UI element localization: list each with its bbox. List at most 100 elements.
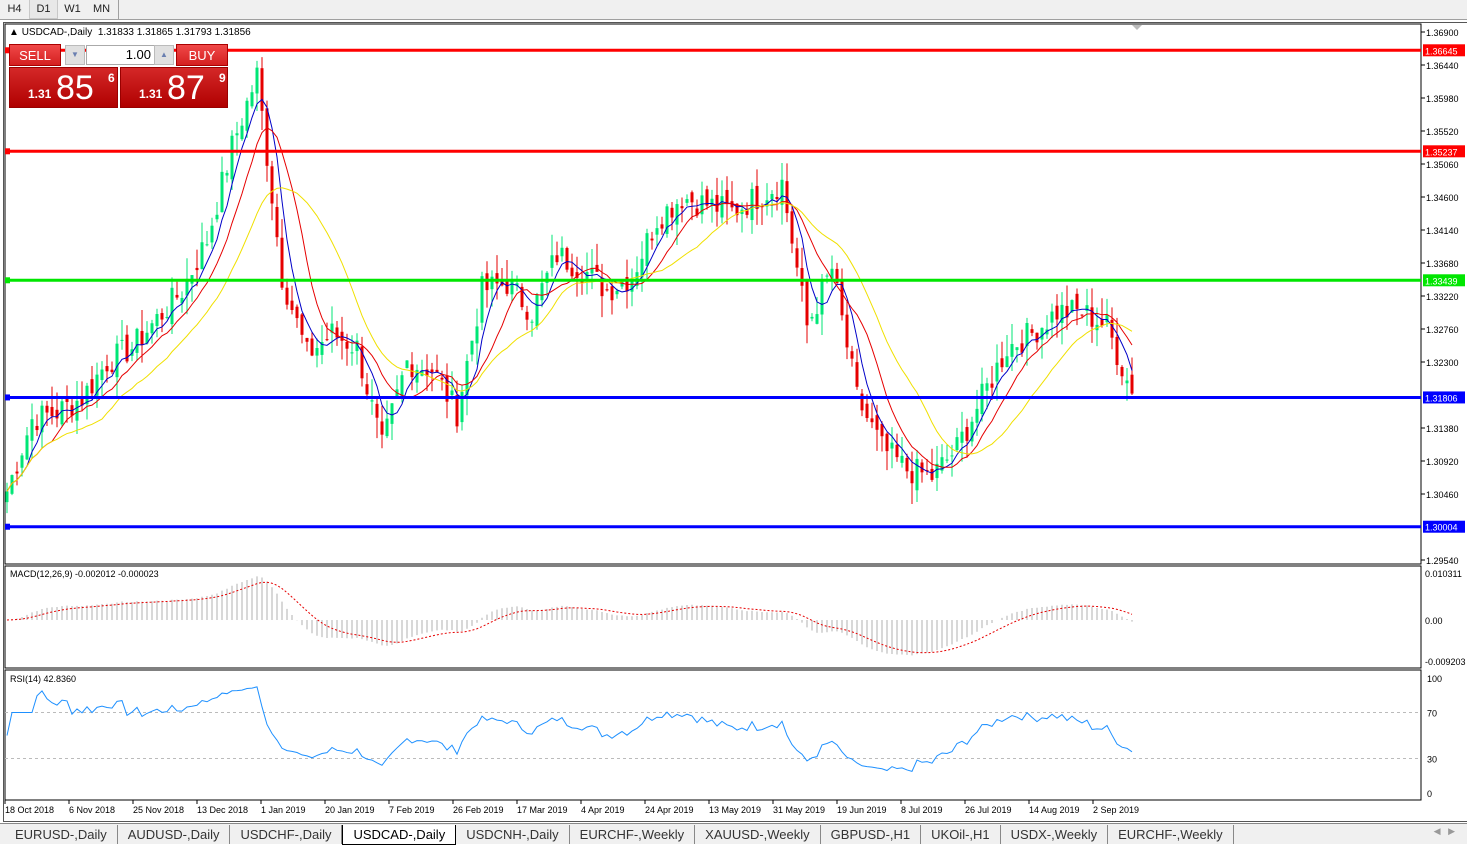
candle-body: [965, 427, 969, 441]
candle-body: [1070, 300, 1074, 313]
toolbar-separator: [118, 0, 119, 19]
candle-body: [35, 425, 39, 431]
price-axis-label: 1.35060: [1426, 160, 1459, 170]
candle-body: [55, 409, 59, 419]
candle-body: [1130, 374, 1134, 394]
sell-price-button[interactable]: 1.31 85 6: [9, 67, 118, 108]
timeframe-h4[interactable]: H4: [7, 3, 22, 15]
chart-tab[interactable]: XAUUSD-,Weekly: [695, 825, 821, 844]
candle-body: [540, 283, 544, 301]
chart-window: [3, 22, 1467, 822]
candle-body: [185, 278, 189, 296]
lot-decrease-button[interactable]: ▼: [65, 45, 85, 65]
candle-body: [260, 68, 264, 111]
candle-body: [1045, 329, 1049, 335]
candle-body: [610, 286, 614, 301]
candle-body: [265, 108, 269, 166]
candle-body: [150, 323, 154, 334]
candle-body: [525, 311, 529, 320]
candle-body: [1020, 343, 1024, 353]
candle-body: [835, 268, 839, 283]
rsi-axis-label: 0: [1427, 789, 1432, 799]
candle-body: [460, 391, 464, 423]
timeframe-w1[interactable]: W1: [64, 3, 81, 15]
level-handle: [5, 277, 10, 284]
candle-body: [1005, 356, 1009, 368]
level-price-tag: [1423, 44, 1465, 57]
price-axis-label: 1.30920: [1426, 457, 1459, 467]
chart-canvas[interactable]: 1.36900 1.36440 1.35980 1.35520 1.35060 1.346…: [0, 0, 1467, 822]
chart-tab[interactable]: EURUSD-,Daily: [5, 825, 118, 844]
candle-body: [715, 194, 719, 212]
chart-tab[interactable]: USDCHF-,Daily: [230, 825, 343, 844]
price-axis-label: 1.33220: [1426, 292, 1459, 302]
date-axis-label: 20 Jan 2019: [325, 805, 375, 815]
sell-button[interactable]: SELL: [9, 44, 61, 66]
candle-body: [565, 248, 569, 270]
date-axis-label: 7 Feb 2019: [389, 805, 435, 815]
candle-body: [435, 369, 439, 373]
chart-tab[interactable]: USDCAD-,Daily: [342, 825, 457, 845]
candle-body: [800, 268, 804, 286]
candle-body: [875, 415, 879, 430]
price-axis-label: 1.33680: [1426, 259, 1459, 269]
candle-body: [890, 442, 894, 449]
chart-tab[interactable]: EURCHF-,Weekly: [570, 825, 696, 844]
lot-increase-button[interactable]: ▲: [154, 45, 174, 65]
price-axis-label: 1.29540: [1426, 556, 1459, 566]
candle-body: [520, 286, 524, 308]
candle-body: [815, 314, 819, 324]
macd-pane: [4, 565, 1422, 669]
level-handle: [5, 394, 10, 401]
candle-body: [200, 242, 204, 270]
candle-body: [855, 362, 859, 387]
timeframe-mn[interactable]: MN: [92, 3, 111, 15]
candle-body: [145, 332, 149, 344]
candle-body: [30, 419, 34, 441]
candle-body: [370, 400, 374, 402]
candle-body: [1080, 314, 1084, 316]
candle-body: [605, 289, 609, 291]
rsi-axis-label: 70: [1427, 709, 1437, 719]
candle-body: [700, 195, 704, 215]
candle-body: [710, 198, 714, 206]
date-axis-label: 25 Nov 2018: [133, 805, 184, 815]
candle-body: [75, 400, 79, 421]
candle-body: [1105, 314, 1109, 323]
candle-body: [680, 206, 684, 209]
candle-body: [430, 369, 434, 373]
main-pane: [4, 23, 1422, 565]
candle-body: [970, 421, 974, 442]
timeframe-d1[interactable]: D1: [29, 0, 58, 19]
chart-tab[interactable]: USDCNH-,Daily: [456, 825, 570, 844]
collapse-triangle-icon[interactable]: ▲: [9, 27, 19, 38]
candle-body: [615, 290, 619, 295]
candle-body: [570, 267, 574, 277]
candle-body: [395, 389, 399, 399]
lot-size-input[interactable]: 1.00: [86, 45, 174, 65]
candle-body: [820, 280, 824, 315]
level-price-tag: [1423, 391, 1465, 404]
chart-tab[interactable]: AUDUSD-,Daily: [118, 825, 231, 844]
candle-body: [840, 279, 844, 316]
date-axis-label: 13 May 2019: [709, 805, 761, 815]
buy-button[interactable]: BUY: [176, 44, 228, 66]
candle-body: [935, 463, 939, 479]
chart-tab[interactable]: UKOil-,H1: [921, 825, 1001, 844]
candle-body: [1050, 311, 1054, 323]
candle-body: [15, 471, 19, 474]
chart-tab[interactable]: USDX-,Weekly: [1001, 825, 1109, 844]
level-price-label: 1.35237: [1425, 147, 1458, 157]
candle-body: [1035, 332, 1039, 343]
candle-body: [850, 351, 854, 359]
macd-signal-line: [6, 581, 1133, 654]
candle-body: [365, 384, 369, 395]
candle-body: [160, 313, 164, 320]
tab-scroll-arrows-icon[interactable]: ◀ ▶: [1433, 826, 1455, 836]
chart-tab[interactable]: EURCHF-,Weekly: [1108, 825, 1234, 844]
candle-body: [960, 431, 964, 443]
chart-tab[interactable]: GBPUSD-,H1: [821, 825, 922, 844]
date-axis-label: 6 Nov 2018: [69, 805, 115, 815]
buy-price-button[interactable]: 1.31 87 9: [120, 67, 228, 108]
date-axis-label: 4 Apr 2019: [581, 805, 625, 815]
